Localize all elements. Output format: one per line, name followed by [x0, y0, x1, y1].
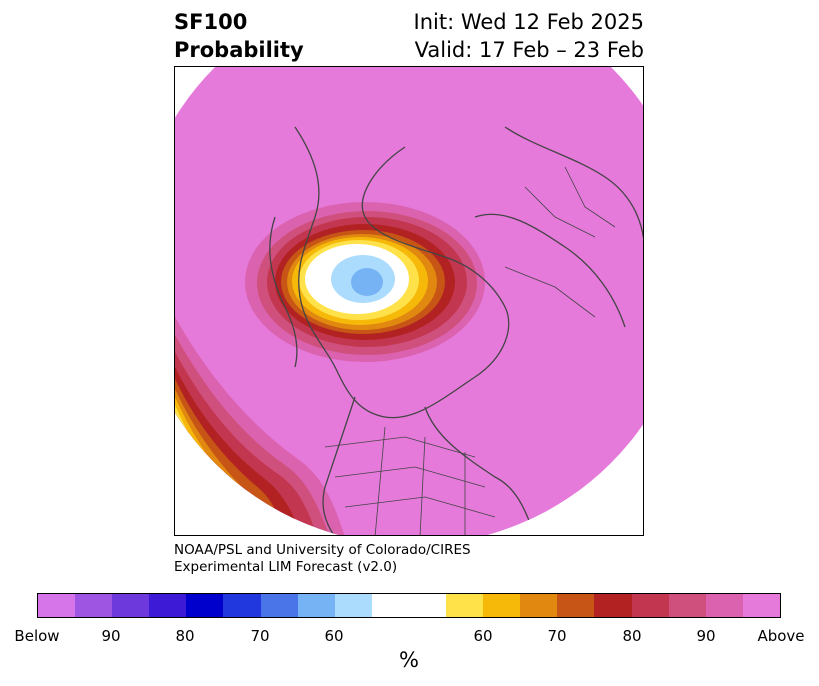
colorbar-tick-label: 60	[473, 627, 493, 645]
colorbar-tick-label: 70	[250, 627, 270, 645]
colorbar-units: %	[399, 648, 419, 672]
colorbar-tick-label: 70	[547, 627, 567, 645]
arctic-contour-11	[351, 268, 383, 296]
map-panel	[174, 66, 644, 536]
colorbar-tick-label: 80	[622, 627, 642, 645]
colorbar-segment	[149, 594, 187, 617]
colorbar-segment	[594, 594, 632, 617]
coastlines	[269, 126, 643, 535]
credit-line-2: Experimental LIM Forecast (v2.0)	[174, 559, 398, 575]
probability-map	[175, 67, 643, 535]
colorbar-segment	[75, 594, 113, 617]
colorbar-tick-label: 60	[324, 627, 344, 645]
colorbar-segment	[260, 594, 298, 617]
colorbar-tick-label: Above	[757, 627, 805, 645]
colorbar-segment	[223, 594, 261, 617]
valid-date: Valid: 17 Feb – 23 Feb	[414, 38, 644, 62]
borders	[324, 166, 616, 535]
colorbar-segment	[520, 594, 558, 617]
colorbar-segment	[38, 594, 76, 617]
west-contour-12	[175, 443, 205, 535]
colorbar-segment	[631, 594, 669, 617]
colorbar-segment	[112, 594, 150, 617]
colorbar-segment	[334, 594, 372, 617]
colorbar-segment	[742, 594, 780, 617]
colorbar-segment	[186, 594, 224, 617]
title-line-2: Probability	[174, 38, 304, 62]
colorbar-segment	[668, 594, 706, 617]
west-contour-13	[175, 453, 199, 535]
colorbar-segment	[371, 594, 447, 617]
init-date: Init: Wed 12 Feb 2025	[413, 10, 644, 34]
title-line-1: SF100	[174, 10, 248, 34]
credit-text: NOAA/PSL and University of Colorado/CIRE…	[174, 542, 471, 576]
map-title: SF100 Probability	[174, 8, 304, 64]
colorbar-tick-label: 90	[101, 627, 121, 645]
colorbar-tick-label: 80	[175, 627, 195, 645]
credit-line-1: NOAA/PSL and University of Colorado/CIRE…	[174, 542, 471, 558]
colorbar-tick-label: 90	[696, 627, 716, 645]
colorbar	[37, 593, 781, 618]
colorbar-segment	[297, 594, 335, 617]
colorbar-tick-label: Below	[14, 627, 60, 645]
colorbar-segment	[446, 594, 484, 617]
forecast-dates: Init: Wed 12 Feb 2025 Valid: 17 Feb – 23…	[414, 8, 644, 64]
colorbar-segment	[705, 594, 743, 617]
colorbar-segment	[483, 594, 521, 617]
colorbar-segment	[557, 594, 595, 617]
